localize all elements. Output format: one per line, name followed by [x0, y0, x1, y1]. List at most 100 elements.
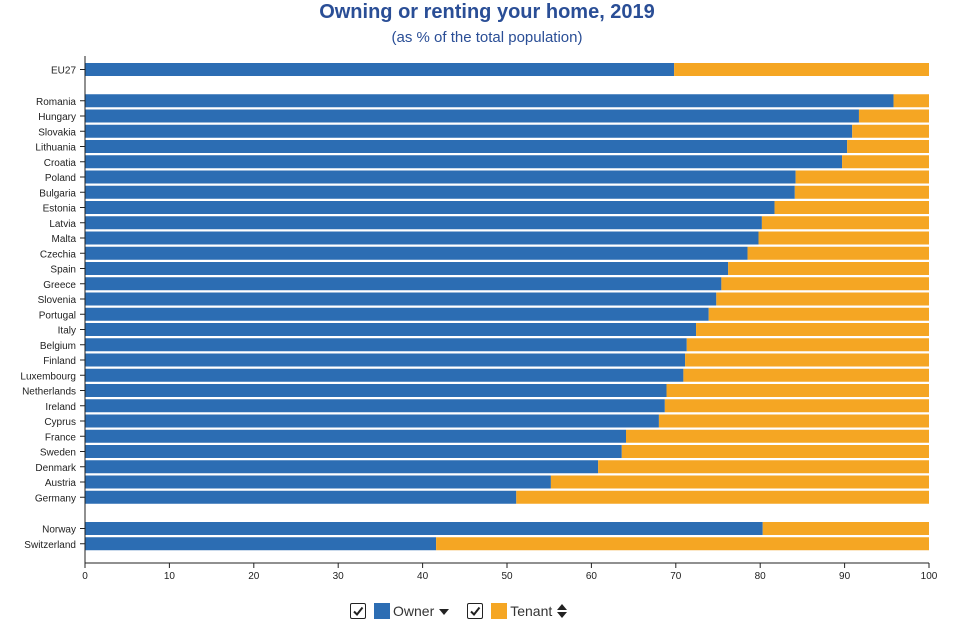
- category-label: Greece: [43, 280, 76, 291]
- category-label: Bulgaria: [39, 188, 76, 199]
- bar-owner[interactable]: [85, 63, 675, 76]
- bar-tenant[interactable]: [852, 124, 929, 138]
- bar-tenant[interactable]: [758, 231, 929, 245]
- category-label: Czechia: [40, 249, 77, 260]
- bar-tenant[interactable]: [847, 140, 929, 153]
- x-tick-label: 70: [670, 571, 682, 582]
- bar-tenant[interactable]: [774, 201, 929, 214]
- x-tick-label: 10: [164, 571, 176, 582]
- bar-tenant[interactable]: [658, 414, 929, 428]
- category-label: Germany: [35, 493, 76, 504]
- category-label: Finland: [43, 356, 76, 367]
- category-label: Sweden: [40, 448, 76, 459]
- x-tick-label: 60: [586, 571, 598, 582]
- bar-tenant[interactable]: [674, 63, 929, 76]
- owner-legend-label[interactable]: Owner: [393, 603, 435, 619]
- check-icon: [353, 606, 364, 617]
- sort-both-icon[interactable]: [555, 603, 569, 619]
- category-label: Ireland: [45, 402, 76, 413]
- bar-owner[interactable]: [85, 445, 622, 458]
- bar-owner[interactable]: [85, 201, 775, 214]
- bar-owner[interactable]: [85, 338, 687, 352]
- bar-owner[interactable]: [85, 94, 894, 108]
- bar-tenant[interactable]: [708, 307, 929, 321]
- bar-tenant[interactable]: [598, 460, 929, 474]
- bar-tenant[interactable]: [683, 368, 929, 382]
- bar-tenant[interactable]: [626, 429, 929, 443]
- bar-tenant[interactable]: [893, 94, 929, 108]
- bar-owner[interactable]: [85, 414, 659, 428]
- bar-owner[interactable]: [85, 353, 686, 367]
- bar-tenant[interactable]: [686, 338, 929, 352]
- bar-chart: EU27 Romania Hungary Slovakia Lithuania Croat…: [20, 56, 938, 582]
- bar-tenant[interactable]: [762, 522, 929, 535]
- legend: Owner Tenant: [350, 600, 585, 622]
- x-tick-label: 0: [82, 571, 88, 582]
- bar-owner[interactable]: [85, 307, 709, 321]
- bar-owner[interactable]: [85, 170, 796, 184]
- category-label: EU27: [51, 66, 76, 77]
- bar-owner[interactable]: [85, 323, 697, 336]
- bar-tenant[interactable]: [728, 262, 929, 275]
- bar-tenant[interactable]: [858, 109, 929, 123]
- category-label: Croatia: [44, 158, 77, 169]
- bar-owner[interactable]: [85, 368, 684, 382]
- bar-owner[interactable]: [85, 140, 848, 153]
- bar-owner[interactable]: [85, 155, 843, 169]
- bar-tenant[interactable]: [795, 170, 929, 184]
- category-label: Slovakia: [38, 127, 76, 138]
- tenant-swatch: [491, 603, 508, 619]
- bar-owner[interactable]: [85, 216, 762, 230]
- bar-owner[interactable]: [85, 384, 667, 397]
- sort-desc-icon[interactable]: [437, 603, 451, 619]
- bar-owner[interactable]: [85, 537, 437, 551]
- bar-tenant[interactable]: [716, 292, 929, 306]
- category-label: Romania: [36, 97, 76, 108]
- bar-tenant[interactable]: [550, 475, 929, 489]
- category-label: Austria: [45, 478, 77, 489]
- category-label: France: [45, 432, 77, 443]
- bar-tenant[interactable]: [794, 185, 929, 199]
- category-label: Latvia: [49, 219, 76, 230]
- bar-tenant[interactable]: [621, 445, 929, 458]
- category-label: Portugal: [39, 310, 76, 321]
- bar-owner[interactable]: [85, 109, 859, 123]
- category-label: Lithuania: [35, 143, 76, 154]
- bar-owner[interactable]: [85, 475, 551, 489]
- x-tick-label: 30: [333, 571, 345, 582]
- bar-owner[interactable]: [85, 522, 763, 535]
- bar-owner[interactable]: [85, 124, 853, 138]
- bar-tenant[interactable]: [516, 490, 929, 504]
- bar-tenant[interactable]: [696, 323, 929, 336]
- x-tick-label: 50: [501, 571, 513, 582]
- bar-owner[interactable]: [85, 460, 599, 474]
- owner-checkbox[interactable]: [350, 603, 366, 619]
- bar-tenant[interactable]: [761, 216, 929, 230]
- bar-owner[interactable]: [85, 490, 517, 504]
- category-label: Malta: [52, 234, 77, 245]
- bar-tenant[interactable]: [747, 246, 929, 260]
- bar-owner[interactable]: [85, 429, 627, 443]
- bar-tenant[interactable]: [685, 353, 929, 367]
- tenant-checkbox[interactable]: [467, 603, 484, 619]
- x-tick-label: 20: [248, 571, 260, 582]
- category-label: Estonia: [43, 204, 77, 215]
- bar-tenant[interactable]: [842, 155, 929, 169]
- bar-tenant[interactable]: [721, 277, 929, 291]
- bar-owner[interactable]: [85, 277, 722, 291]
- bar-owner[interactable]: [85, 292, 717, 306]
- bar-owner[interactable]: [85, 185, 795, 199]
- bar-tenant[interactable]: [664, 399, 929, 413]
- bar-owner[interactable]: [85, 262, 729, 275]
- category-label: Poland: [45, 173, 76, 184]
- bar-owner[interactable]: [85, 399, 665, 413]
- category-label: Hungary: [38, 112, 76, 123]
- bar-owner[interactable]: [85, 246, 748, 260]
- x-tick-label: 100: [921, 571, 938, 582]
- bar-tenant[interactable]: [666, 384, 929, 397]
- category-label: Slovenia: [38, 295, 77, 306]
- bar-owner[interactable]: [85, 231, 759, 245]
- bar-tenant[interactable]: [436, 537, 929, 551]
- tenant-legend-label[interactable]: Tenant: [510, 603, 553, 619]
- category-label: Italy: [58, 326, 76, 337]
